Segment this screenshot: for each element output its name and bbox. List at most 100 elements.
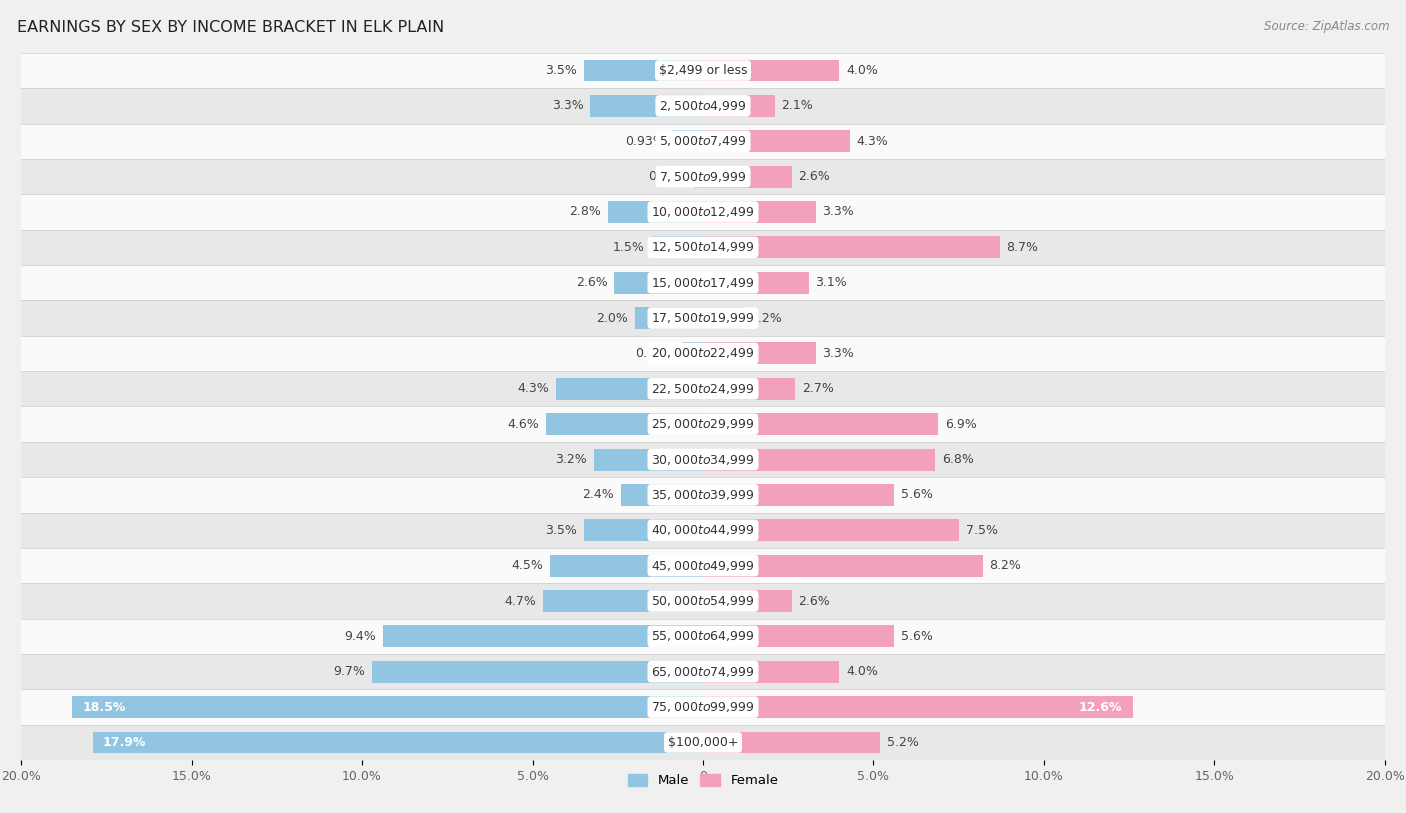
Text: 2.7%: 2.7% — [801, 382, 834, 395]
Bar — [21, 725, 1385, 760]
Text: 2.8%: 2.8% — [569, 206, 600, 219]
Text: 6.9%: 6.9% — [945, 418, 977, 431]
Text: 4.7%: 4.7% — [505, 594, 536, 607]
Bar — [21, 336, 1385, 371]
Bar — [583, 59, 703, 81]
Bar — [21, 265, 1385, 300]
Text: 4.3%: 4.3% — [517, 382, 550, 395]
Text: 3.2%: 3.2% — [555, 453, 588, 466]
Bar — [550, 554, 703, 576]
Bar — [703, 378, 794, 400]
Bar — [21, 300, 1385, 336]
Text: 4.3%: 4.3% — [856, 135, 889, 148]
Text: 3.5%: 3.5% — [546, 64, 576, 77]
Bar — [703, 554, 983, 576]
Bar — [382, 625, 703, 647]
Bar — [543, 590, 703, 612]
Text: 17.9%: 17.9% — [103, 736, 146, 749]
Bar — [652, 237, 703, 259]
Bar — [703, 272, 808, 293]
Text: 5.6%: 5.6% — [901, 489, 932, 502]
Text: 3.5%: 3.5% — [546, 524, 576, 537]
Legend: Male, Female: Male, Female — [623, 768, 783, 793]
Bar — [72, 696, 703, 718]
Text: 3.3%: 3.3% — [823, 347, 853, 360]
Bar — [703, 342, 815, 364]
Text: $2,500 to $4,999: $2,500 to $4,999 — [659, 99, 747, 113]
Text: 4.0%: 4.0% — [846, 64, 879, 77]
Text: 6.8%: 6.8% — [942, 453, 973, 466]
Bar — [621, 484, 703, 506]
Text: $15,000 to $17,499: $15,000 to $17,499 — [651, 276, 755, 289]
Bar — [21, 406, 1385, 441]
Text: 2.1%: 2.1% — [782, 99, 813, 112]
Text: $75,000 to $99,999: $75,000 to $99,999 — [651, 700, 755, 714]
Text: $65,000 to $74,999: $65,000 to $74,999 — [651, 665, 755, 679]
Bar — [373, 661, 703, 683]
Bar — [21, 477, 1385, 512]
Bar — [583, 520, 703, 541]
Bar — [21, 194, 1385, 229]
Bar — [21, 53, 1385, 88]
Bar — [21, 619, 1385, 654]
Bar — [21, 654, 1385, 689]
Text: 9.7%: 9.7% — [333, 665, 366, 678]
Text: $20,000 to $22,499: $20,000 to $22,499 — [651, 346, 755, 360]
Text: $50,000 to $54,999: $50,000 to $54,999 — [651, 594, 755, 608]
Bar — [21, 371, 1385, 406]
Text: $2,499 or less: $2,499 or less — [659, 64, 747, 77]
Text: $45,000 to $49,999: $45,000 to $49,999 — [651, 559, 755, 572]
Text: 2.6%: 2.6% — [799, 594, 830, 607]
Text: Source: ZipAtlas.com: Source: ZipAtlas.com — [1264, 20, 1389, 33]
Bar — [703, 413, 938, 435]
Bar — [703, 484, 894, 506]
Text: 8.7%: 8.7% — [1007, 241, 1039, 254]
Text: 1.2%: 1.2% — [751, 311, 783, 324]
Text: 9.4%: 9.4% — [344, 630, 375, 643]
Bar — [703, 625, 894, 647]
Text: 0.93%: 0.93% — [624, 135, 665, 148]
Text: $10,000 to $12,499: $10,000 to $12,499 — [651, 205, 755, 219]
Bar — [93, 732, 703, 754]
Bar — [21, 441, 1385, 477]
Text: $7,500 to $9,999: $7,500 to $9,999 — [659, 170, 747, 184]
Text: 18.5%: 18.5% — [83, 701, 125, 714]
Text: $40,000 to $44,999: $40,000 to $44,999 — [651, 524, 755, 537]
Text: $30,000 to $34,999: $30,000 to $34,999 — [651, 453, 755, 467]
Text: 2.4%: 2.4% — [582, 489, 614, 502]
Bar — [682, 342, 703, 364]
Bar — [21, 584, 1385, 619]
Bar — [703, 449, 935, 471]
Text: 5.2%: 5.2% — [887, 736, 920, 749]
Text: 3.3%: 3.3% — [553, 99, 583, 112]
Bar — [614, 272, 703, 293]
Text: 3.1%: 3.1% — [815, 276, 848, 289]
Bar — [703, 520, 959, 541]
Text: 8.2%: 8.2% — [990, 559, 1021, 572]
Bar — [591, 95, 703, 117]
Text: $35,000 to $39,999: $35,000 to $39,999 — [651, 488, 755, 502]
Text: 0.62%: 0.62% — [636, 347, 675, 360]
Bar — [703, 201, 815, 223]
Bar — [636, 307, 703, 329]
Text: 2.6%: 2.6% — [576, 276, 607, 289]
Bar — [21, 88, 1385, 124]
Bar — [703, 237, 1000, 259]
Bar — [703, 59, 839, 81]
Bar — [21, 689, 1385, 725]
Bar — [546, 413, 703, 435]
Bar — [21, 548, 1385, 584]
Text: 2.0%: 2.0% — [596, 311, 628, 324]
Bar — [593, 449, 703, 471]
Text: $55,000 to $64,999: $55,000 to $64,999 — [651, 629, 755, 643]
Bar — [703, 307, 744, 329]
Bar — [703, 732, 880, 754]
Bar — [21, 124, 1385, 159]
Bar — [703, 166, 792, 188]
Text: 3.3%: 3.3% — [823, 206, 853, 219]
Text: $17,500 to $19,999: $17,500 to $19,999 — [651, 311, 755, 325]
Bar — [21, 159, 1385, 194]
Text: 4.5%: 4.5% — [510, 559, 543, 572]
Bar — [703, 130, 849, 152]
Text: 2.6%: 2.6% — [799, 170, 830, 183]
